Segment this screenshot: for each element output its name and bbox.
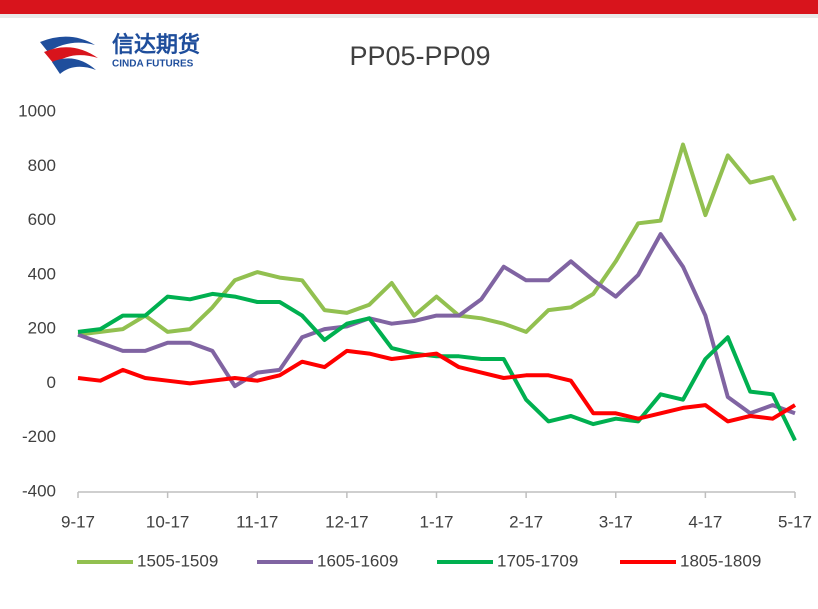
logo-name: 信达期货 xyxy=(112,32,200,57)
x-tick-label: 5-17 xyxy=(778,512,812,531)
y-tick-label: 1000 xyxy=(18,101,56,120)
logo-mark xyxy=(40,36,98,74)
x-tick-label: 4-17 xyxy=(688,512,722,531)
legend-label: 1605-1609 xyxy=(317,551,398,570)
x-tick-label: 1-17 xyxy=(419,512,453,531)
series-line xyxy=(77,232,796,416)
x-tick-label: 9-17 xyxy=(61,512,95,531)
legend-label: 1805-1809 xyxy=(680,551,761,570)
header-bar xyxy=(0,0,818,14)
series-line xyxy=(77,142,797,337)
legend-label: 1705-1709 xyxy=(497,551,578,570)
x-tick-label: 10-17 xyxy=(146,512,189,531)
x-tick-label: 12-17 xyxy=(325,512,368,531)
series-line xyxy=(77,348,797,424)
logo-subtitle: CINDA FUTURES xyxy=(112,59,194,70)
legend-label: 1505-1509 xyxy=(137,551,218,570)
y-tick-label: -200 xyxy=(22,427,56,446)
y-tick-label: 600 xyxy=(28,210,56,229)
x-tick-label: 3-17 xyxy=(599,512,633,531)
series-line xyxy=(77,291,797,442)
y-tick-label: 400 xyxy=(28,264,56,283)
y-tick-label: -400 xyxy=(22,481,56,500)
y-tick-label: 200 xyxy=(28,319,56,338)
y-tick-label: 800 xyxy=(28,156,56,175)
chart-title: PP05-PP09 xyxy=(349,41,490,71)
header-shadow xyxy=(0,14,818,18)
y-tick-label: 0 xyxy=(47,373,56,392)
x-tick-label: 2-17 xyxy=(509,512,543,531)
x-tick-label: 11-17 xyxy=(236,512,278,531)
